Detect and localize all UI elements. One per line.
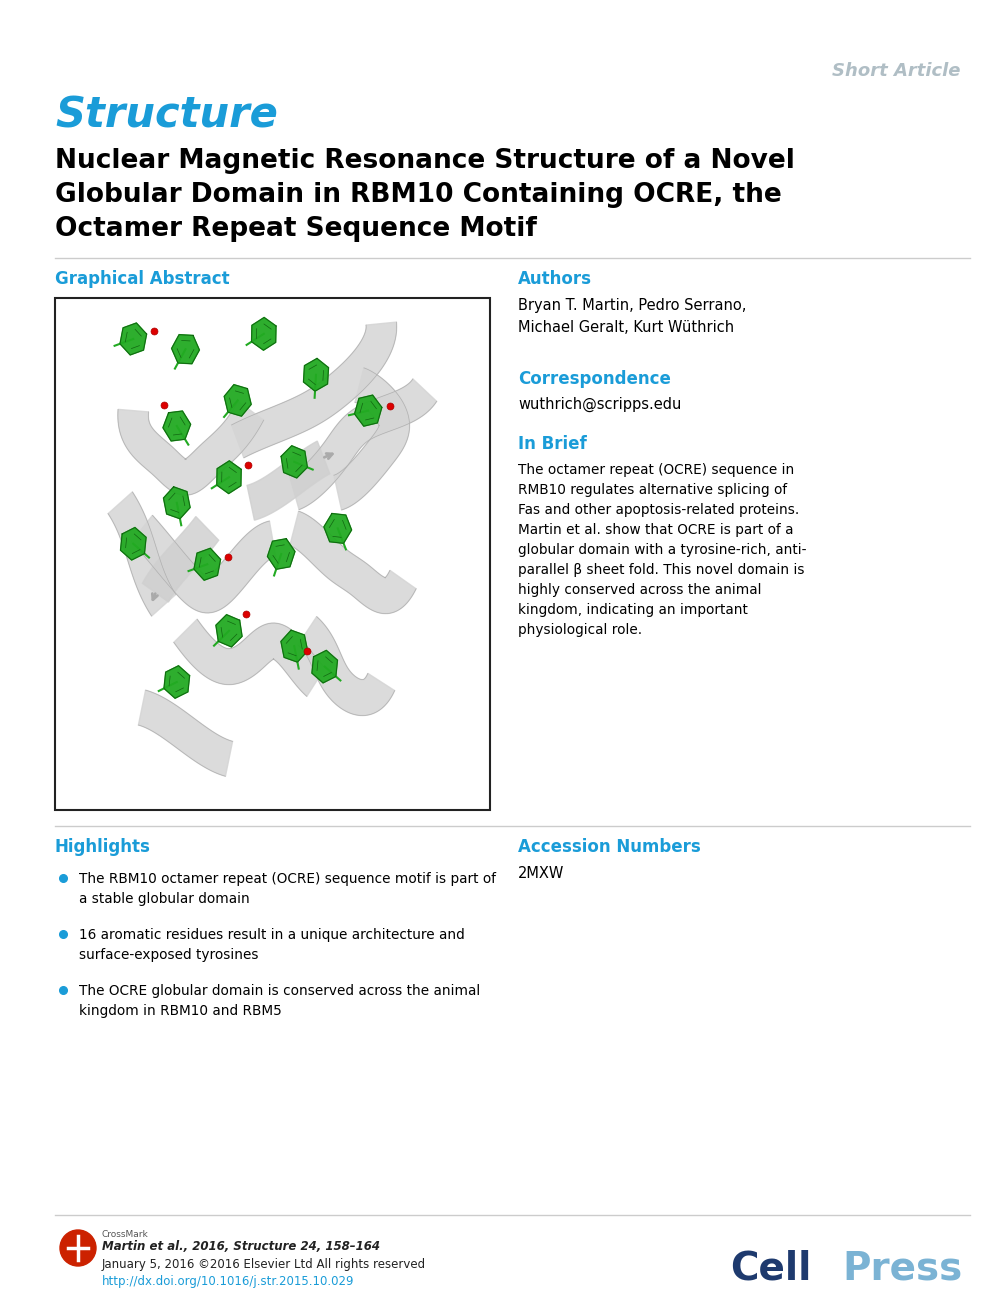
Polygon shape	[120, 322, 147, 355]
Polygon shape	[297, 617, 395, 715]
Polygon shape	[251, 317, 276, 350]
Text: CrossMark: CrossMark	[102, 1231, 149, 1238]
Polygon shape	[217, 461, 241, 493]
Text: Globular Domain in RBM10 Containing OCRE, the: Globular Domain in RBM10 Containing OCRE…	[55, 181, 782, 207]
Polygon shape	[247, 441, 330, 521]
Polygon shape	[224, 385, 251, 416]
Polygon shape	[194, 548, 220, 581]
Polygon shape	[334, 368, 409, 510]
Text: Nuclear Magnetic Resonance Structure of a Novel: Nuclear Magnetic Resonance Structure of …	[55, 147, 795, 174]
Polygon shape	[118, 401, 263, 495]
Text: Authors: Authors	[518, 270, 592, 288]
Text: Cell: Cell	[730, 1249, 811, 1287]
Polygon shape	[121, 527, 146, 560]
Text: The OCRE globular domain is conserved across the animal
kingdom in RBM10 and RBM: The OCRE globular domain is conserved ac…	[79, 984, 480, 1018]
Polygon shape	[312, 650, 338, 683]
Polygon shape	[289, 512, 416, 613]
Circle shape	[60, 1231, 96, 1266]
Bar	[55, 298, 490, 810]
Text: 2MXW: 2MXW	[518, 867, 565, 881]
Polygon shape	[289, 378, 436, 509]
Text: Accession Numbers: Accession Numbers	[518, 838, 700, 856]
Polygon shape	[164, 666, 190, 698]
Polygon shape	[109, 492, 176, 616]
Text: January 5, 2016 ©2016 Elsevier Ltd All rights reserved: January 5, 2016 ©2016 Elsevier Ltd All r…	[102, 1258, 426, 1271]
Text: The octamer repeat (OCRE) sequence in
RMB10 regulates alternative splicing of
Fa: The octamer repeat (OCRE) sequence in RM…	[518, 463, 806, 637]
Polygon shape	[139, 690, 232, 776]
Polygon shape	[304, 359, 329, 392]
Polygon shape	[267, 539, 294, 569]
Text: Bryan T. Martin, Pedro Serrano,
Michael Geralt, Kurt Wüthrich: Bryan T. Martin, Pedro Serrano, Michael …	[518, 298, 747, 335]
Text: Highlights: Highlights	[55, 838, 151, 856]
Polygon shape	[281, 630, 308, 662]
Polygon shape	[281, 446, 308, 478]
Polygon shape	[324, 513, 352, 543]
Polygon shape	[164, 487, 190, 519]
Text: Press: Press	[842, 1249, 962, 1287]
Polygon shape	[174, 620, 326, 697]
Text: The RBM10 octamer repeat (OCRE) sequence motif is part of
a stable globular doma: The RBM10 octamer repeat (OCRE) sequence…	[79, 872, 496, 906]
Polygon shape	[163, 411, 191, 441]
Text: wuthrich@scripps.edu: wuthrich@scripps.edu	[518, 397, 681, 412]
Text: Short Article: Short Article	[831, 63, 960, 80]
Text: In Brief: In Brief	[518, 435, 587, 453]
Polygon shape	[132, 515, 275, 613]
Polygon shape	[216, 615, 242, 647]
Polygon shape	[231, 322, 397, 458]
Text: Octamer Repeat Sequence Motif: Octamer Repeat Sequence Motif	[55, 217, 537, 241]
Text: Graphical Abstract: Graphical Abstract	[55, 270, 229, 288]
Polygon shape	[355, 395, 382, 427]
Text: Structure: Structure	[55, 95, 277, 137]
Text: 16 aromatic residues result in a unique architecture and
surface-exposed tyrosin: 16 aromatic residues result in a unique …	[79, 928, 464, 962]
Text: Martin et al., 2016, Structure 24, 158–164: Martin et al., 2016, Structure 24, 158–1…	[102, 1240, 380, 1253]
Polygon shape	[172, 334, 199, 364]
Text: Correspondence: Correspondence	[518, 371, 671, 388]
Polygon shape	[143, 517, 219, 602]
Text: http://dx.doi.org/10.1016/j.str.2015.10.029: http://dx.doi.org/10.1016/j.str.2015.10.…	[102, 1275, 355, 1288]
